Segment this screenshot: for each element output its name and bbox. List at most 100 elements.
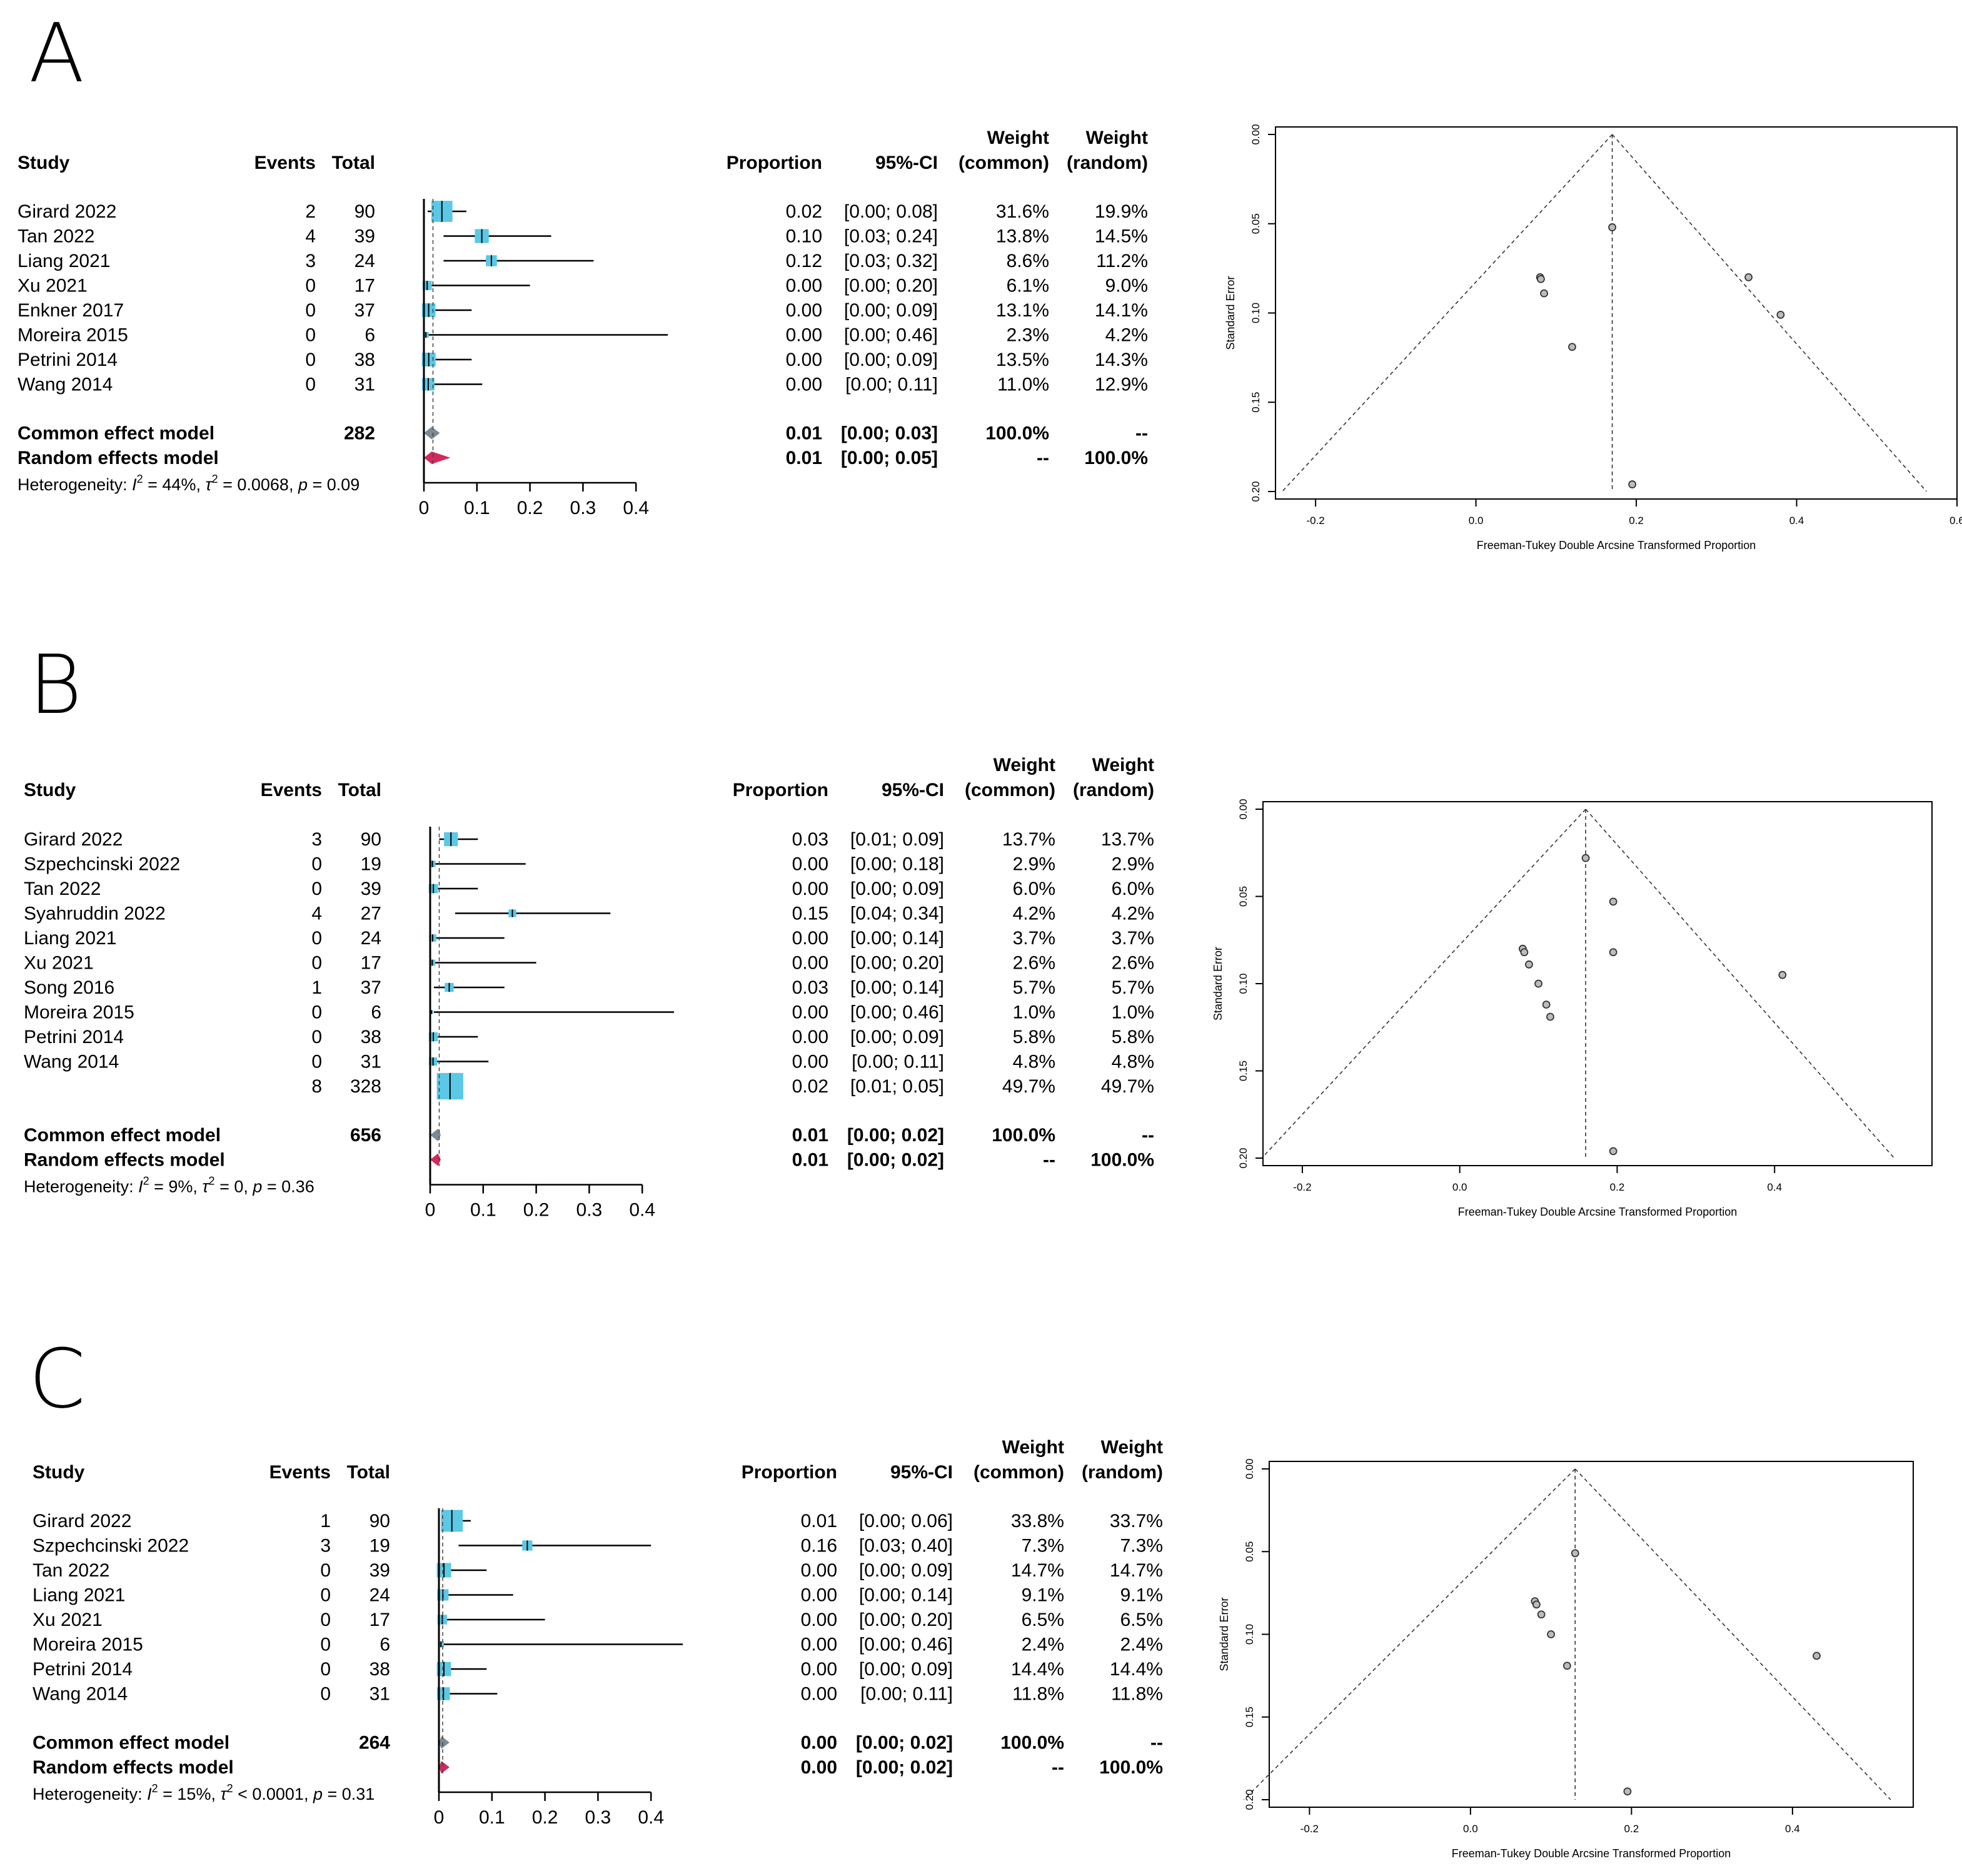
study-events: 0 — [305, 375, 316, 395]
funnel-point — [1571, 1549, 1579, 1558]
study-weight-random: 49.7% — [1101, 1076, 1154, 1097]
study-name: Liang 2021 — [24, 928, 116, 949]
forest-x-tick-label: 0.4 — [629, 1200, 655, 1221]
funnel-point — [1562, 1662, 1571, 1670]
funnel-y-tick-label: 0.20 — [1250, 481, 1262, 502]
study-total: 24 — [355, 251, 375, 271]
funnel-point — [1628, 480, 1637, 488]
study-total: 37 — [361, 977, 381, 998]
study-total: 17 — [361, 953, 381, 974]
forest-x-tick-label: 0.1 — [464, 498, 490, 518]
study-weight-common: 2.6% — [1013, 953, 1055, 974]
header-total: Total — [332, 153, 375, 173]
superscript-2: 2 — [143, 1175, 149, 1188]
header-ci: 95%-CI — [875, 153, 938, 173]
random-effects-weight-random: 100.0% — [1099, 1757, 1163, 1778]
common-effect-total: 656 — [350, 1125, 381, 1146]
study-total: 24 — [361, 928, 381, 949]
study-ci: [0.00; 0.11] — [860, 1684, 953, 1705]
funnel-x-tick-label: 0.2 — [1629, 515, 1644, 527]
random-effects-diamond — [430, 1153, 441, 1166]
study-proportion: 0.02 — [786, 201, 822, 222]
study-total: 328 — [350, 1076, 381, 1097]
study-name: Moreira 2015 — [24, 1002, 134, 1023]
study-proportion: 0.00 — [792, 953, 828, 974]
funnel-x-tick-label: 0.4 — [1789, 515, 1804, 527]
study-name: Tan 2022 — [24, 879, 101, 899]
funnel-y-tick-label: 0.00 — [1244, 1458, 1255, 1479]
header-events: Events — [254, 153, 316, 173]
study-total: 6 — [371, 1002, 381, 1023]
heterogeneity-text: Heterogeneity: I2 = 9%, τ2 = 0, p = 0.36 — [24, 1175, 314, 1196]
study-events: 0 — [305, 325, 316, 346]
forest-plot-b: Study Events Total Proportion 95%-CI Weight (c… — [24, 755, 1154, 1221]
study-weight-random: 5.8% — [1112, 1027, 1154, 1047]
study-weight-common: 3.7% — [1013, 928, 1055, 949]
forest-x-tick-label: 0.4 — [623, 498, 649, 518]
study-events: 0 — [311, 1052, 322, 1072]
study-name: Song 2016 — [24, 977, 114, 998]
study-weight-random: 2.9% — [1112, 854, 1154, 875]
funnel-left-limit — [1261, 809, 1586, 1159]
funnel-point — [1537, 275, 1545, 283]
funnel-point — [1608, 223, 1616, 231]
common-effect-ci: [0.00; 0.02] — [856, 1733, 953, 1753]
random-effects-weight-random: 100.0% — [1090, 1150, 1154, 1171]
funnel-point — [1540, 289, 1548, 298]
forest-x-tick-label: 0 — [419, 498, 430, 518]
funnel-left-limit — [1243, 1468, 1576, 1800]
study-weight-random: 3.7% — [1112, 928, 1154, 949]
study-name: Girard 2022 — [18, 201, 116, 222]
study-ci: [0.00; 0.20] — [850, 953, 944, 974]
study-events: 3 — [305, 251, 316, 271]
common-effect-proportion: 0.01 — [786, 423, 822, 444]
random-effects-label: Random effects model — [18, 448, 219, 468]
heterogeneity-p-value: = 0.31 — [323, 1785, 375, 1803]
heterogeneity-p: p — [298, 475, 308, 494]
study-weight-common: 9.1% — [1022, 1585, 1064, 1606]
study-name: Wang 2014 — [18, 375, 113, 395]
study-ci: [0.01; 0.09] — [850, 829, 944, 850]
study-events: 0 — [320, 1684, 331, 1705]
study-proportion: 0.00 — [786, 325, 822, 346]
study-weight-common: 13.5% — [996, 350, 1049, 370]
funnel-point — [1623, 1787, 1632, 1796]
study-total: 38 — [355, 350, 375, 370]
study-weight-common: 33.8% — [1011, 1511, 1064, 1531]
study-weight-random: 14.1% — [1095, 300, 1148, 321]
funnel-frame — [1262, 801, 1933, 1166]
study-name: Syahruddin 2022 — [24, 904, 166, 924]
study-weight-random: 9.1% — [1120, 1585, 1163, 1606]
header-weight-random: Weight — [1092, 755, 1154, 775]
study-ci: [0.00; 0.09] — [850, 879, 944, 899]
study-name: Szpechcinski 2022 — [33, 1536, 189, 1556]
random-effects-label: Random effects model — [24, 1150, 225, 1171]
study-total: 17 — [370, 1610, 390, 1630]
funnel-y-tick-label: 0.00 — [1250, 124, 1262, 144]
study-proportion: 0.00 — [792, 1002, 828, 1023]
study-total: 90 — [370, 1511, 390, 1531]
common-effect-total: 282 — [344, 423, 375, 444]
study-events: 0 — [320, 1610, 331, 1630]
panel-letter-b: B — [29, 637, 83, 732]
header-random: (random) — [1073, 780, 1154, 800]
common-effect-proportion: 0.01 — [792, 1125, 828, 1146]
random-effects-weight-common: -- — [1037, 448, 1049, 468]
funnel-y-tick-label: 0.10 — [1244, 1624, 1255, 1645]
study-ci: [0.00; 0.09] — [844, 350, 938, 370]
study-weight-common: 31.6% — [996, 201, 1049, 222]
header-common: (common) — [965, 780, 1055, 800]
random-effects-ci: [0.00; 0.02] — [847, 1150, 944, 1171]
study-weight-common: 7.3% — [1022, 1536, 1064, 1556]
study-ci: [0.00; 0.08] — [844, 201, 938, 222]
study-proportion: 0.03 — [792, 977, 828, 998]
study-ci: [0.01; 0.05] — [850, 1076, 944, 1097]
heterogeneity-p-value: = 0.36 — [262, 1178, 314, 1196]
study-total: 37 — [355, 300, 375, 321]
study-proportion: 0.00 — [801, 1684, 837, 1705]
study-total: 19 — [361, 854, 381, 875]
study-total: 90 — [355, 201, 375, 222]
study-weight-random: 14.7% — [1110, 1560, 1163, 1581]
study-weight-random: 19.9% — [1095, 201, 1148, 222]
study-name: Xu 2021 — [33, 1610, 103, 1630]
